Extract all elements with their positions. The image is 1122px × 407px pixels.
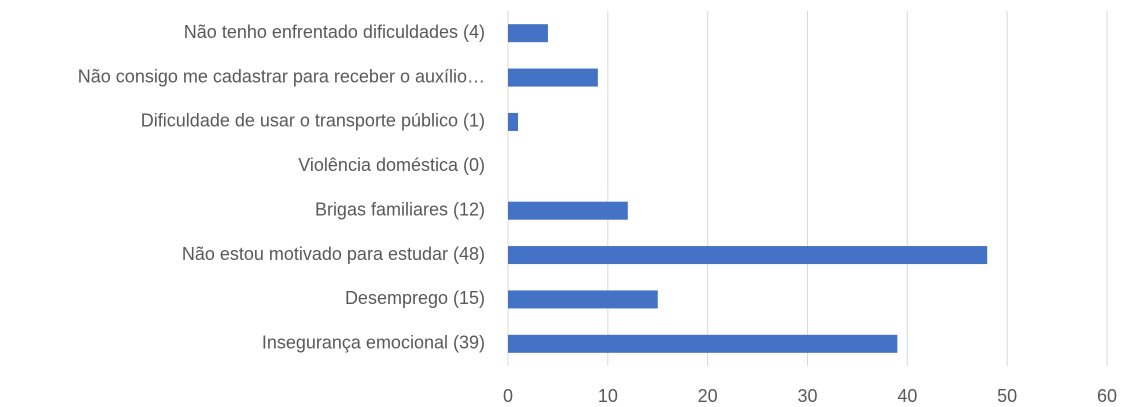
x-tick-label: 50 bbox=[997, 386, 1017, 406]
y-tick-label: Insegurança emocional (39) bbox=[262, 333, 485, 353]
x-tick-label: 20 bbox=[698, 386, 718, 406]
x-tick-label: 0 bbox=[503, 386, 513, 406]
x-tick-label: 10 bbox=[598, 386, 618, 406]
bar bbox=[508, 112, 518, 131]
y-tick-label: Não consigo me cadastrar para receber o … bbox=[78, 66, 485, 86]
x-tick-label: 40 bbox=[897, 386, 917, 406]
y-tick-label: Dificuldade de usar o transporte público… bbox=[141, 111, 485, 131]
x-tick-label: 60 bbox=[1097, 386, 1117, 406]
y-tick-label: Violência doméstica (0) bbox=[298, 155, 485, 175]
y-tick-label: Brigas familiares (12) bbox=[315, 199, 485, 219]
y-tick-label: Não tenho enfrentado dificuldades (4) bbox=[184, 22, 485, 42]
bar bbox=[508, 201, 628, 220]
bar bbox=[508, 334, 898, 353]
bar bbox=[508, 68, 598, 87]
bar bbox=[508, 24, 548, 43]
y-tick-label: Não estou motivado para estudar (48) bbox=[182, 244, 485, 264]
bar bbox=[508, 290, 658, 309]
bar bbox=[508, 246, 988, 265]
x-tick-label: 30 bbox=[797, 386, 817, 406]
y-tick-label: Desemprego (15) bbox=[345, 288, 485, 308]
